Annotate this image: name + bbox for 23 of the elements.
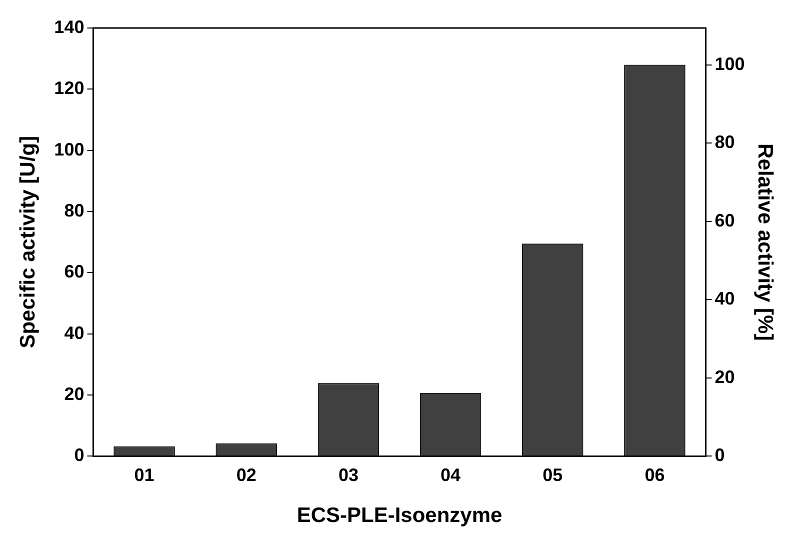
y-tick-label: 100 (54, 139, 84, 160)
y-tick-label: 0 (74, 445, 84, 466)
y2-tick-label: 100 (714, 54, 745, 74)
x-tick-label: 03 (338, 464, 358, 485)
y-tick-label: 60 (64, 262, 84, 282)
x-tick-label: 04 (440, 464, 461, 485)
y2-tick-label: 60 (714, 210, 735, 230)
y-tick-label: 20 (64, 384, 84, 404)
y-axis-title: Specific activity [U/g] (16, 136, 40, 348)
y-tick-label: 40 (64, 322, 84, 343)
y-tick-label: 120 (54, 78, 84, 98)
y2-tick-label: 20 (714, 366, 735, 387)
x-tick-label: 02 (236, 464, 256, 485)
y2-tick-label: 0 (714, 445, 725, 466)
x-tick-label: 06 (644, 464, 665, 485)
x-axis-title: ECS-PLE-Isoenzyme (296, 504, 502, 528)
y-tick-label: 140 (54, 16, 84, 37)
y-tick-label: 80 (64, 200, 84, 220)
x-tick-label: 01 (134, 464, 154, 485)
x-tick-label: 05 (542, 464, 563, 485)
y2-tick-label: 40 (714, 288, 735, 309)
y2-tick-label: 80 (714, 132, 735, 152)
y2-axis-title: Relative activity [%] (754, 143, 777, 341)
